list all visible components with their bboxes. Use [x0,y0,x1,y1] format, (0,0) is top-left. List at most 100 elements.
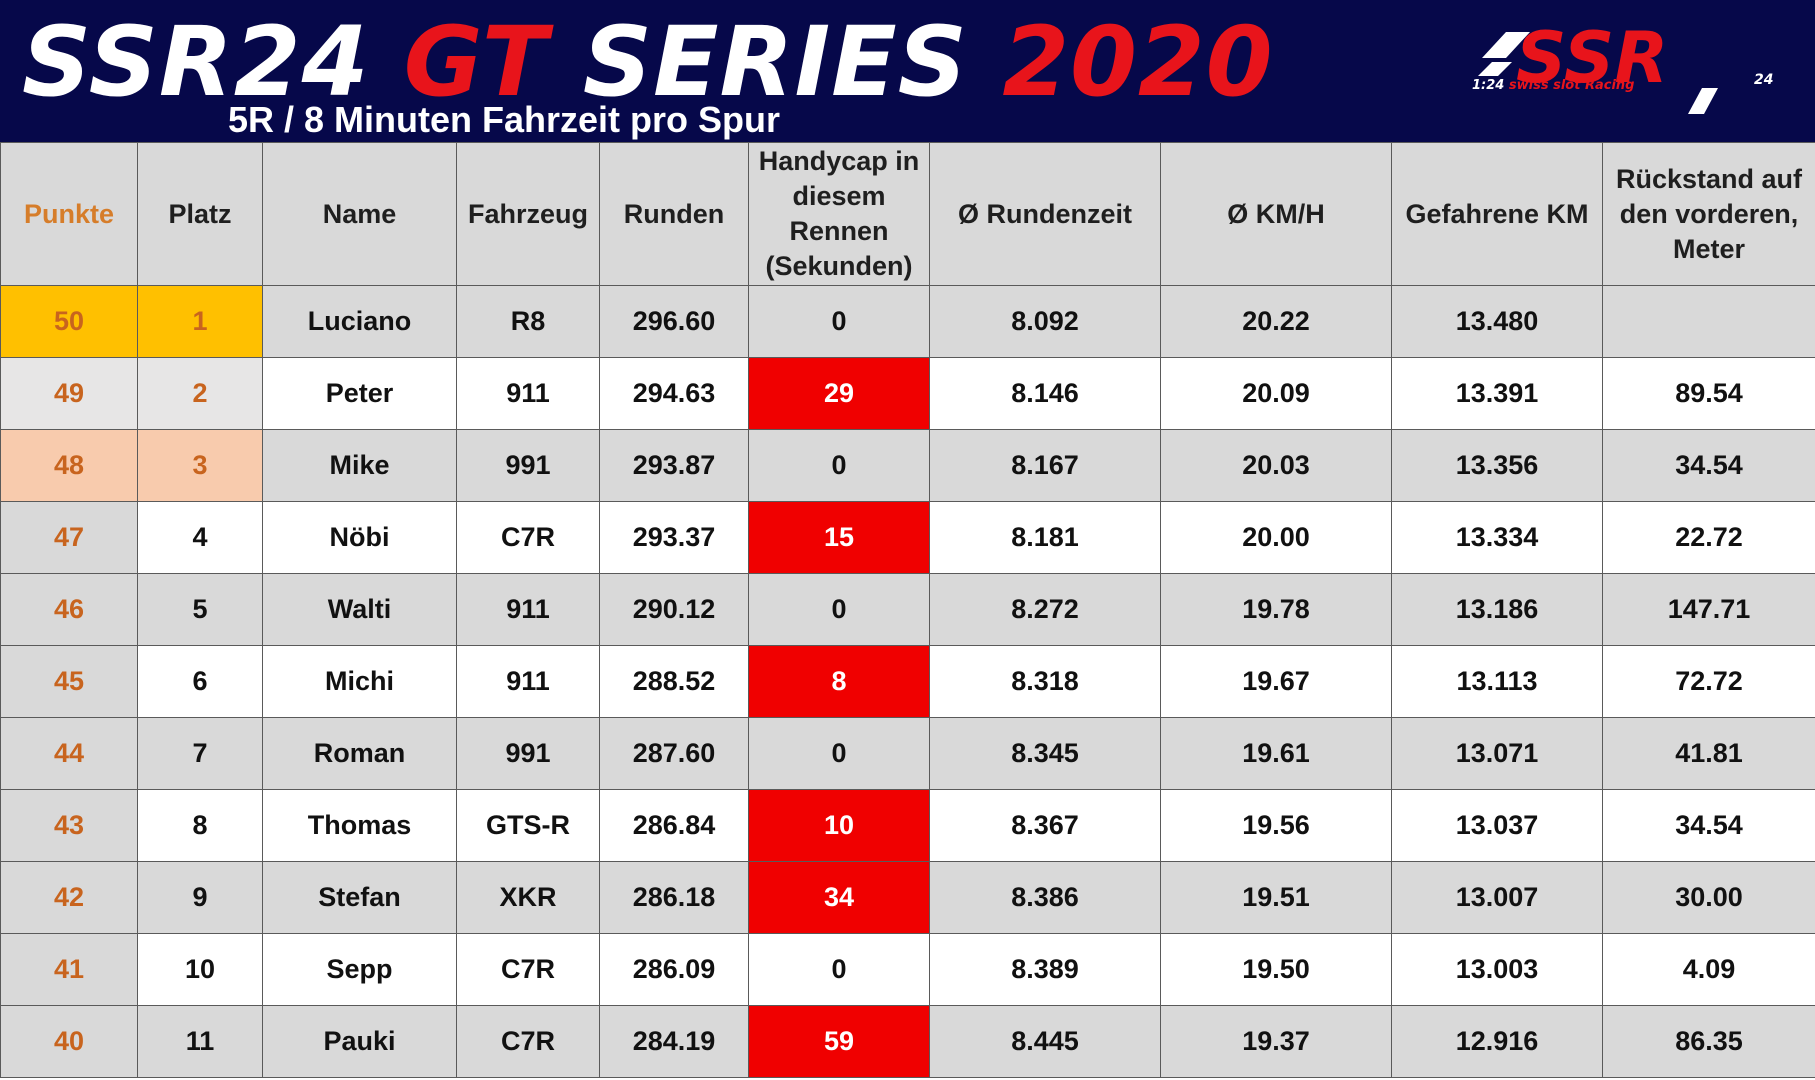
cell-handycap: 0 [748,573,930,646]
cell-rueckstand: 41.81 [1602,717,1815,790]
cell-name: Michi [262,645,457,718]
cell-name: Sepp [262,933,457,1006]
table-row: 41 10 Sepp C7R 286.09 0 8.389 19.50 13.003 4.09 [0,933,1815,1006]
table-row: 46 5 Walti 911 290.12 0 8.272 19.78 13.186 147.71 [0,573,1815,646]
handycap-line-1: Handycap in [758,146,920,176]
cell-handycap: 34 [748,861,930,934]
cell-handycap: 29 [748,357,930,430]
cell-kmh: 19.61 [1160,717,1392,790]
header-banner: SSR24 GT SERIES 2020 5R / 8 Minuten Fahr… [0,0,1815,142]
cell-km: 12.916 [1391,1005,1603,1078]
table-row: 40 11 Pauki C7R 284.19 59 8.445 19.37 12.916 86.3… [0,1005,1815,1078]
series-title: SSR24 GT SERIES 2020 [22,6,1274,118]
cell-km: 13.071 [1391,717,1603,790]
cell-rueckstand: 86.35 [1602,1005,1815,1078]
cell-fahrzeug: XKR [456,861,600,934]
cell-punkte: 42 [0,861,138,934]
title-ssr24: SSR24 [22,6,404,118]
cell-fahrzeug: 911 [456,645,600,718]
cell-fahrzeug: C7R [456,501,600,574]
cell-punkte: 45 [0,645,138,718]
cell-runden: 293.87 [599,429,749,502]
cell-punkte: 50 [0,285,138,358]
results-table: Punkte Platz Name Fahrzeug Runden Handyc… [0,142,1815,1078]
cell-fahrzeug: C7R [456,1005,600,1078]
logo-scale: 1:24 [1472,78,1509,93]
ssr-logo-mark: SSR [1478,17,1718,114]
col-header-fahrzeug: Fahrzeug [456,142,600,286]
table-row: 48 3 Mike 991 293.87 0 8.167 20.03 13.356 34.54 [0,429,1815,502]
cell-runden: 286.84 [599,789,749,862]
logo-ssr-text: SSR [1516,18,1668,99]
cell-rundenzeit: 8.345 [929,717,1161,790]
cell-kmh: 20.00 [1160,501,1392,574]
cell-rueckstand: 22.72 [1602,501,1815,574]
col-header-runden: Runden [599,142,749,286]
cell-km: 13.007 [1391,861,1603,934]
cell-platz: 5 [137,573,263,646]
cell-rueckstand: 34.54 [1602,789,1815,862]
cell-platz: 11 [137,1005,263,1078]
table-row: 43 8 Thomas GTS-R 286.84 10 8.367 19.56 13.037 34… [0,789,1815,862]
table-header-row: Punkte Platz Name Fahrzeug Runden Handyc… [0,142,1815,286]
cell-runden: 290.12 [599,573,749,646]
cell-name: Thomas [262,789,457,862]
cell-runden: 288.52 [599,645,749,718]
col-header-handycap: Handycap in diesem Rennen (Sekunden) [748,142,930,286]
cell-rundenzeit: 8.092 [929,285,1161,358]
cell-rundenzeit: 8.167 [929,429,1161,502]
rueckstand-line-1: Rückstand auf [1615,163,1803,194]
cell-kmh: 19.37 [1160,1005,1392,1078]
logo-tagline: 1:24 swiss slot Racing [1472,78,1634,93]
cell-handycap: 8 [748,645,930,718]
cell-km: 13.003 [1391,933,1603,1006]
cell-punkte: 43 [0,789,138,862]
cell-platz: 1 [137,285,263,358]
cell-name: Pauki [262,1005,457,1078]
cell-handycap: 0 [748,933,930,1006]
cell-platz: 4 [137,501,263,574]
cell-platz: 7 [137,717,263,790]
logo-racing: Racing [1584,78,1635,93]
handycap-line-4: (Sekunden) [765,251,913,281]
cell-kmh: 19.51 [1160,861,1392,934]
cell-handycap: 15 [748,501,930,574]
cell-rundenzeit: 8.386 [929,861,1161,934]
cell-rueckstand [1602,285,1815,358]
col-header-km: Gefahrene KM [1391,142,1603,286]
cell-punkte: 49 [0,357,138,430]
cell-km: 13.037 [1391,789,1603,862]
cell-kmh: 20.09 [1160,357,1392,430]
table-row: 49 2 Peter 911 294.63 29 8.146 20.09 13.391 89.54 [0,357,1815,430]
col-header-kmh: Ø KM/H [1160,142,1392,286]
cell-fahrzeug: 911 [456,573,600,646]
col-header-rundenzeit: Ø Rundenzeit [929,142,1161,286]
table-row: 50 1 Luciano R8 296.60 0 8.092 20.22 13.480 [0,285,1815,358]
cell-name: Nöbi [262,501,457,574]
cell-fahrzeug: GTS-R [456,789,600,862]
cell-name: Stefan [262,861,457,934]
cell-fahrzeug: R8 [456,285,600,358]
cell-platz: 9 [137,861,263,934]
cell-fahrzeug: C7R [456,933,600,1006]
cell-handycap: 59 [748,1005,930,1078]
cell-rundenzeit: 8.367 [929,789,1161,862]
ssr-logo: SSR 1:24 swiss slot Racing 24 [1472,17,1792,118]
rueckstand-line-2: den vorderen, [1619,198,1799,229]
cell-km: 13.186 [1391,573,1603,646]
cell-platz: 6 [137,645,263,718]
cell-km: 13.334 [1391,501,1603,574]
cell-kmh: 19.50 [1160,933,1392,1006]
cell-runden: 294.63 [599,357,749,430]
cell-kmh: 19.56 [1160,789,1392,862]
cell-km: 13.391 [1391,357,1603,430]
logo-24: 24 [1754,72,1774,88]
col-header-platz: Platz [137,142,263,286]
cell-name: Roman [262,717,457,790]
cell-runden: 296.60 [599,285,749,358]
col-header-rueckstand: Rückstand auf den vorderen, Meter [1602,142,1815,286]
cell-handycap: 0 [748,285,930,358]
cell-runden: 286.18 [599,861,749,934]
cell-fahrzeug: 911 [456,357,600,430]
cell-rundenzeit: 8.272 [929,573,1161,646]
